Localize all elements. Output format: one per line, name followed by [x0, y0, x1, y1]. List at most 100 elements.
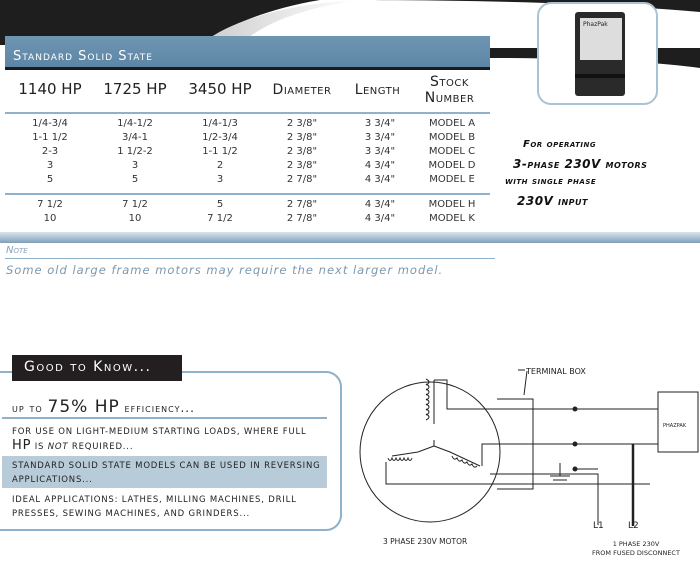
table-row: 7 1/2 7 1/2 5 2 7/8" 4 3/4" MODEL H: [0, 199, 490, 213]
table-row: 10 10 7 1/2 2 7/8" 4 3/4" MODEL K: [0, 213, 490, 227]
table-cell: 2 3/8": [286, 160, 318, 171]
table-cell: 4 3/4": [364, 213, 396, 224]
table-cell: 4 3/4": [364, 199, 396, 210]
table-row: 3 3 2 2 3/8" 4 3/4" MODEL D: [0, 160, 490, 174]
table-cell: MODEL D: [428, 160, 476, 171]
table-row: 2-3 1 1/2-2 1-1 1/2 2 3/8" 3 3/4" MODEL C: [0, 146, 490, 160]
phazpak-box: [657, 391, 699, 453]
col-header-diameter: Diameter: [272, 82, 332, 98]
coil-top-winding: [425, 378, 430, 421]
table-cell: 5: [46, 174, 54, 185]
good-to-know-label: Good to Know...: [12, 355, 182, 381]
table-cell: MODEL A: [428, 118, 476, 129]
heading-text: efficiency...: [119, 401, 195, 415]
table-cell: 7 1/2: [207, 213, 233, 224]
table-cell: 10: [43, 213, 57, 224]
table-cell: 2 3/8": [286, 132, 318, 143]
table-cell: 2-3: [41, 146, 59, 157]
table-cell: 1-1 1/2: [32, 132, 68, 143]
paragraph-reversing: Standard solid state models can be used …: [12, 461, 321, 485]
text: HP: [12, 438, 32, 453]
text: required...: [68, 442, 134, 452]
table-cell: MODEL K: [429, 213, 475, 224]
side-callout: For operating 3-phase 230V motors with s…: [505, 136, 700, 210]
terminal-box-label: TERMINAL BOX: [525, 367, 586, 376]
table-cell: 4 3/4": [364, 174, 396, 185]
table-cell: 2: [216, 160, 224, 171]
table-row: 1/4-3/4 1/4-1/2 1/4-1/3 2 3/8" 3 3/4" MODEL A: [0, 118, 490, 132]
coil-legs: [391, 445, 481, 467]
table-cell: 3 3/4": [364, 118, 396, 129]
table-row: 1-1 1/2 3/4-1 1/2-3/4 2 3/8" 3 3/4" MODEL B: [0, 132, 490, 146]
product-brand: PhazPak: [583, 21, 608, 28]
efficiency-heading: up to 75% HP efficiency...: [12, 397, 195, 417]
table-title-bar: Standard Solid State: [5, 36, 490, 70]
table-row: 5 5 3 2 7/8" 4 3/4" MODEL E: [0, 174, 490, 188]
divider: [5, 112, 490, 114]
table-cell: 7 1/2: [37, 199, 63, 210]
table-cell: 1/4-3/4: [32, 118, 68, 129]
table-cell: 3/4-1: [121, 132, 149, 143]
table-cell: 4 3/4": [364, 160, 396, 171]
table-cell: 2 7/8": [286, 213, 318, 224]
terminal-box: [497, 398, 534, 490]
callout-line: For operating: [523, 139, 597, 150]
terminal-box-arrow: [518, 369, 528, 396]
note-label: Note: [6, 245, 28, 256]
text: is: [31, 442, 48, 452]
table-title: Standard Solid State: [13, 49, 153, 64]
l1-label: L1: [593, 521, 604, 531]
table-cell: 3: [131, 160, 139, 171]
table-cell: 2 3/8": [286, 118, 318, 129]
note-text: Some old large frame motors may require …: [6, 263, 444, 277]
col-header-1140: 1140 HP: [18, 80, 82, 98]
col-header-stock: Stock Number: [424, 74, 475, 106]
table-cell: MODEL B: [428, 132, 476, 143]
text: not: [47, 442, 69, 452]
divider: [5, 258, 495, 259]
table-cell: 5: [216, 199, 224, 210]
table-cell: 3 3/4": [364, 132, 396, 143]
paragraph-loads: For use on light-medium starting loads, …: [12, 425, 322, 454]
table-cell: 2 7/8": [286, 199, 318, 210]
table-cell: 3 3/4": [364, 146, 396, 157]
paragraph-applications: Ideal applications: lathes, milling mach…: [12, 495, 297, 519]
callout-line: 230V input: [517, 193, 589, 208]
table-cell: 1/2-3/4: [202, 132, 238, 143]
table-cell: 10: [128, 213, 142, 224]
heading-text: up to: [12, 401, 48, 415]
divider: [5, 193, 490, 195]
col-header-length: Length: [354, 82, 401, 98]
heading-highlight: 75% HP: [47, 397, 120, 417]
divider: [2, 417, 327, 419]
input-label-2: FROM FUSED DISCONNECT: [592, 549, 680, 557]
motor-circle: [359, 381, 501, 523]
text: For use on light-medium starting loads, …: [12, 427, 307, 437]
table-cell: 3: [216, 174, 224, 185]
table-cell: 1/4-1/3: [202, 118, 238, 129]
phazpak-label: PHAZPAK: [663, 423, 687, 429]
callout-line: with single phase: [505, 176, 597, 187]
highlight-band: [2, 456, 327, 488]
table-cell: 7 1/2: [122, 199, 148, 210]
wiring-diagram: TERMINAL BOX PHAZPAK L1 L2 3 PHASE 230V …: [359, 367, 699, 557]
table-cell: 2 7/8": [286, 174, 318, 185]
input-label-1: 1 PHASE 230V: [613, 540, 660, 548]
ground-icon: [550, 463, 570, 485]
table-cell: 2 3/8": [286, 146, 318, 157]
product-photo: PhazPak: [537, 2, 658, 105]
table-cell: 1 1/2-2: [117, 146, 153, 157]
callout-line: 3-phase 230V motors: [513, 156, 648, 171]
col-header-1725: 1725 HP: [103, 80, 167, 98]
table-cell: 1-1 1/2: [202, 146, 238, 157]
table-cell: MODEL E: [429, 174, 475, 185]
separator-bar: [0, 232, 700, 243]
table-cell: 5: [131, 174, 139, 185]
col-header-3450: 3450 HP: [188, 80, 252, 98]
motor-label: 3 PHASE 230V MOTOR: [383, 537, 467, 546]
table-cell: 3: [46, 160, 54, 171]
table-cell: 1/4-1/2: [117, 118, 153, 129]
table-cell: MODEL C: [428, 146, 476, 157]
coil-left: [387, 456, 413, 461]
coil-right: [451, 455, 478, 468]
